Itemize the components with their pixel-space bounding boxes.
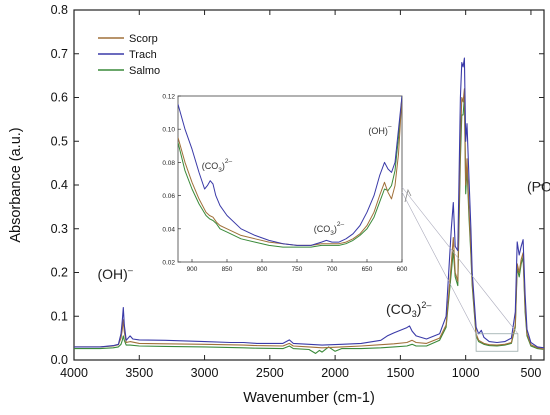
peak-annotation: (PO4)3– xyxy=(527,178,550,197)
inset-y-tick-label: 0.06 xyxy=(162,193,175,200)
annotation-superscript: – xyxy=(128,265,133,275)
inset-frame xyxy=(177,95,403,263)
x-tick-label: 4000 xyxy=(60,366,88,380)
main-plot: 4000 3500 3000 2500 2000 1500 1000 500 0.0 0.1 0.2… xyxy=(8,3,545,406)
inset-x-tick-label: 850 xyxy=(222,266,233,273)
y-tick-label: 0.1 xyxy=(51,309,68,323)
annotation-superscript: 2– xyxy=(421,300,431,310)
x-tick-label: 2500 xyxy=(256,366,284,380)
zoom-region-box xyxy=(475,333,519,352)
inset-x-tick-label: 650 xyxy=(362,266,373,273)
inset-x-tick-label: 700 xyxy=(327,266,338,273)
annotation-close-paren: ) xyxy=(334,224,337,234)
annotation-superscript: 2– xyxy=(225,158,233,165)
annotation-superscript: 2– xyxy=(337,221,345,228)
x-axis-title: Wavenumber (cm-1) xyxy=(243,390,375,406)
annotation-subscript: 3 xyxy=(218,167,222,174)
annotation-close-paren: ) xyxy=(417,301,422,317)
zoom-arrow-icon xyxy=(404,188,412,203)
x-tick-label: 2000 xyxy=(321,366,349,380)
annotation-subscript: 3 xyxy=(330,230,334,237)
x-tick-label: 3500 xyxy=(125,366,153,380)
y-tick-label: 0.6 xyxy=(51,91,68,105)
inset-x-tick-label: 900 xyxy=(187,266,198,273)
inset-peak-annotation: (OH)– xyxy=(368,123,392,136)
annotation-superscript: – xyxy=(388,123,392,130)
inset-connector-line xyxy=(401,191,477,334)
legend-label-salmo: Salmo xyxy=(129,65,160,77)
inset-plot: 900 850 800 750 700 650 600 0.02 0.04 0.06 0.08 0.1… xyxy=(162,94,519,334)
legend-label-trach: Trach xyxy=(129,49,157,61)
annotation-base: (CO xyxy=(314,224,331,234)
series-line-trach xyxy=(74,57,544,349)
series-line-salmo xyxy=(74,96,544,354)
inset-peak-annotation: (CO3)2– xyxy=(314,221,345,237)
annotation-base: (OH) xyxy=(368,126,388,136)
inset-y-tick-label: 0.02 xyxy=(162,260,175,267)
inset-y-tick-label: 0.10 xyxy=(162,127,175,134)
annotation-close-paren: ) xyxy=(222,161,225,171)
inset-x-tick-label: 800 xyxy=(257,266,268,273)
y-tick-label: 0.0 xyxy=(51,353,68,367)
inset-series-line-salmo xyxy=(178,96,402,248)
y-tick-label: 0.4 xyxy=(51,178,68,192)
inset-y-tick-label: 0.04 xyxy=(162,226,175,233)
annotation-base: (CO xyxy=(202,161,219,171)
y-axis-title: Absorbance (a.u.) xyxy=(8,127,24,242)
legend: Scorp Trach Salmo xyxy=(98,33,160,77)
x-tick-label: 500 xyxy=(521,366,542,380)
annotation-base: (OH) xyxy=(98,266,128,282)
x-tick-label: 1000 xyxy=(452,366,480,380)
legend-label-scorp: Scorp xyxy=(129,33,158,45)
x-tick-label: 1500 xyxy=(386,366,414,380)
inset-peak-annotation: (CO3)2– xyxy=(202,158,233,174)
y-tick-label: 0.7 xyxy=(51,47,68,61)
peak-annotation: (OH)– xyxy=(98,265,133,282)
annotation-base: (CO xyxy=(386,301,412,317)
y-tick-label: 0.3 xyxy=(51,222,68,236)
y-tick-label: 0.2 xyxy=(51,266,68,280)
inset-x-tick-label: 600 xyxy=(397,266,408,273)
inset-y-tick-label: 0.12 xyxy=(162,94,175,101)
inset-y-tick-label: 0.08 xyxy=(162,160,175,167)
peak-annotation: (CO3)2– xyxy=(386,300,431,319)
inset-series-line-trach xyxy=(178,96,402,246)
inset-connector-line xyxy=(401,186,519,334)
annotation-subscript: 3 xyxy=(412,309,417,319)
y-tick-label: 0.8 xyxy=(51,3,68,17)
annotations: (OH)–(CO3)2–(PO4)3–(PO4)3–(CO3)2–(CO3)2–… xyxy=(98,123,550,319)
annotation-base: (PO xyxy=(527,179,550,195)
x-tick-label: 3000 xyxy=(191,366,219,380)
series-line-scorp xyxy=(74,88,544,350)
inset-x-tick-label: 750 xyxy=(292,266,303,273)
y-tick-label: 0.5 xyxy=(51,134,68,148)
